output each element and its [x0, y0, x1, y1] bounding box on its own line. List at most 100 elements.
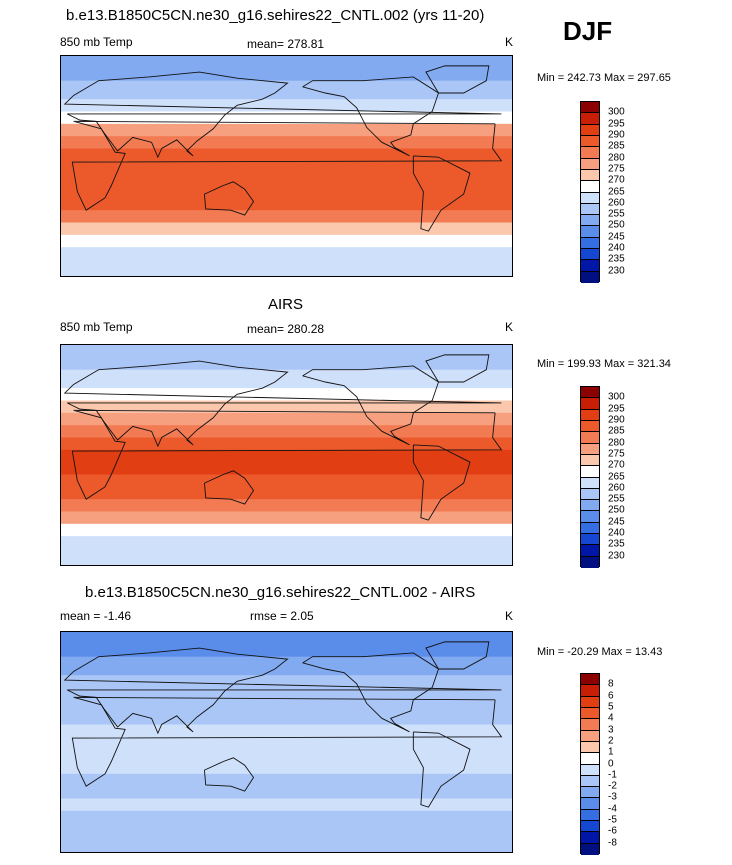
coastline-2 [204, 470, 255, 505]
panel2-mean-label: mean= 280.28 [247, 322, 325, 336]
colorbar-swatch [581, 477, 599, 489]
colorbar-tick-label: 275 [608, 163, 625, 175]
colorbar-swatch [581, 674, 599, 686]
colorbar-swatch [581, 753, 599, 765]
panel1-minmax: Min = 242.73 Max = 297.65 [537, 72, 671, 84]
colorbar-swatch [581, 237, 599, 250]
coastline-4 [412, 444, 471, 521]
colorbar-tick-label: 260 [608, 482, 625, 494]
colorbar-swatch [581, 169, 599, 182]
colorbar-swatch [581, 192, 599, 204]
colorbar-tick-label: 5 [608, 701, 614, 713]
colorbar-tick-label: 295 [608, 118, 625, 130]
heatmap-band-9 [61, 185, 512, 199]
panel2-units-label: K [505, 320, 514, 334]
heatmap-band-11 [61, 786, 512, 799]
colorbar-tick-label: 275 [608, 448, 625, 460]
season-label: DJF [563, 16, 613, 46]
colorbar-tick-label: 230 [608, 265, 625, 277]
heatmap-band-8 [61, 462, 512, 475]
colorbar-tick-label: 265 [608, 186, 625, 197]
heatmap-band-4 [61, 699, 512, 713]
colorbar-tick-label: 285 [608, 425, 625, 437]
colorbar-swatch [581, 775, 599, 788]
panel3-minmax: Min = -20.29 Max = 13.43 [537, 646, 663, 658]
colorbar-swatch [581, 215, 599, 227]
heatmap-band-3 [61, 687, 512, 701]
colorbar-tick-label: 280 [608, 152, 625, 164]
heatmap-band-0 [61, 56, 512, 82]
heatmap-band-5 [61, 712, 512, 725]
heatmap-band-9 [61, 761, 512, 775]
colorbar-tick-label: 1 [608, 746, 614, 758]
colorbar-swatch [581, 466, 599, 478]
heatmap-band-8 [61, 173, 512, 186]
colorbar-swatch [581, 443, 599, 455]
colorbar-tick-label: 265 [608, 471, 625, 482]
heatmap-band-13 [61, 234, 512, 248]
colorbar-swatch [581, 488, 599, 501]
colorbar-swatch [581, 102, 599, 114]
panel3-map-svg [61, 632, 512, 852]
panel1-units-label: K [505, 35, 514, 49]
colorbar-tick-label: 235 [608, 253, 625, 265]
colorbar-swatch [581, 249, 599, 261]
colorbar-tick-label: 3 [608, 724, 614, 736]
heatmap-band-1 [61, 80, 512, 100]
colorbar-tick-label: 300 [608, 391, 625, 403]
colorbar-swatch [581, 387, 599, 399]
colorbar-swatch [581, 135, 599, 148]
coastline-3 [302, 652, 440, 733]
colorbar-tick-label: 290 [608, 129, 625, 141]
colorbar-tick-label: 255 [608, 208, 625, 220]
heatmap-band-3 [61, 111, 512, 125]
colorbar-tick-label: 255 [608, 493, 625, 505]
heatmap-band-11 [61, 210, 512, 223]
heatmap-band-13 [61, 810, 512, 824]
panel1-variable-label: 850 mb Temp [60, 35, 133, 49]
colorbar-tick-label: 235 [608, 538, 625, 550]
heatmap-band-0 [61, 345, 512, 371]
colorbar-tick-label: -3 [608, 791, 617, 803]
heatmap-band-8 [61, 749, 512, 762]
panel2-variable-label: 850 mb Temp [60, 320, 133, 334]
colorbar-tick-label: 4 [608, 712, 614, 724]
colorbar-tick-label: 270 [608, 459, 625, 471]
coastline-4 [412, 731, 471, 808]
colorbar-tick-label: 245 [608, 516, 625, 528]
panel1-title: b.e13.B1850C5CN.ne30_g16.sehires22_CNTL.… [66, 7, 485, 24]
colorbar-swatch [581, 832, 599, 844]
colorbar-swatch [581, 730, 599, 742]
colorbar-swatch [581, 398, 599, 410]
colorbar-tick-label: 295 [608, 403, 625, 415]
heatmap-band-10 [61, 486, 512, 500]
colorbar-tick-label: -8 [608, 837, 617, 849]
colorbar-tick-label: 250 [608, 504, 625, 516]
colorbar-tick-label: 240 [608, 527, 625, 539]
colorbar-swatch [581, 454, 599, 467]
colorbar-swatch [581, 181, 599, 193]
colorbar-tick-label: 300 [608, 106, 625, 118]
coastline-3 [302, 76, 440, 157]
colorbar-tick-label: 2 [608, 735, 614, 747]
colorbar-swatch [581, 556, 599, 568]
heatmap-band-1 [61, 369, 512, 389]
heatmap-band-1 [61, 656, 512, 676]
colorbar-swatch [581, 124, 599, 136]
colorbar-swatch [581, 534, 599, 546]
colorbar-swatch [581, 787, 599, 799]
heatmap-band-5 [61, 425, 512, 438]
coastline-3 [302, 365, 440, 446]
heatmap-band-12 [61, 222, 512, 236]
colorbar-tick-label: 6 [608, 690, 614, 702]
panel2-minmax: Min = 199.93 Max = 321.34 [537, 358, 671, 370]
colorbar-swatch [581, 707, 599, 720]
panel2-colorbar [580, 386, 600, 568]
coastline-5 [425, 354, 490, 383]
panel3-title: b.e13.B1850C5CN.ne30_g16.sehires22_CNTL.… [85, 584, 476, 601]
coastline-2 [204, 181, 255, 216]
colorbar-swatch [581, 522, 599, 535]
heatmap-band-13 [61, 523, 512, 537]
colorbar-tick-label: 270 [608, 174, 625, 186]
colorbar-swatch [581, 432, 599, 444]
